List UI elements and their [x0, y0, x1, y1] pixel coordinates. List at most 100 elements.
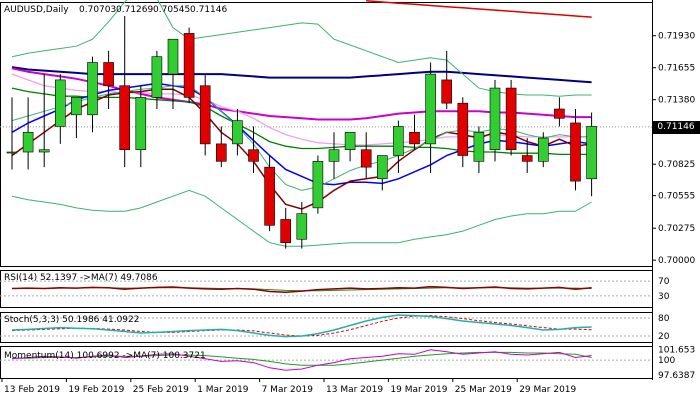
candle[interactable]	[87, 56, 98, 133]
date-tick-label: 13 Feb 2019	[4, 385, 60, 395]
date-tick-label: 13 Mar 2019	[326, 385, 383, 395]
candle-body-bull	[135, 97, 147, 151]
candle-body-bear	[570, 122, 581, 182]
ohlc-high: 0.71269	[116, 5, 153, 15]
candle-body-bear	[264, 166, 275, 226]
rsi-tick-label: 30	[658, 292, 670, 302]
candle[interactable]	[232, 108, 243, 156]
candle-body-bear	[280, 219, 292, 244]
candle[interactable]	[344, 131, 356, 162]
candle[interactable]	[71, 97, 82, 139]
candle[interactable]	[119, 15, 130, 168]
candle-body-bull	[425, 73, 436, 145]
candle[interactable]	[409, 114, 420, 150]
candle[interactable]	[360, 132, 372, 179]
momentum-line	[11, 349, 592, 371]
candle[interactable]	[248, 126, 259, 173]
candle-body-bull	[586, 126, 597, 180]
candle-body-bull	[344, 131, 356, 151]
candle[interactable]	[521, 138, 533, 173]
candle-body-bear	[248, 149, 259, 162]
candle-body-bear	[554, 108, 565, 119]
candle[interactable]	[296, 202, 308, 249]
price-tick-label: 0.70825	[658, 160, 695, 170]
candle-body-bull	[328, 149, 340, 162]
candle[interactable]	[473, 126, 485, 173]
candle[interactable]	[183, 27, 195, 104]
ohlc-values: 0.70703 0.71269 0.70545 0.71146	[79, 5, 227, 15]
candle[interactable]	[537, 132, 549, 168]
candle[interactable]	[425, 62, 436, 173]
date-tick-label: 1 Mar 2019	[197, 385, 249, 395]
candle[interactable]	[280, 207, 292, 249]
candle-body-bull	[54, 79, 66, 127]
candle[interactable]	[54, 74, 66, 144]
momentum-label: Momentum(14) 100.6992 ->MA(7) 100.3721	[4, 351, 206, 361]
momentum-tick-label: 100	[658, 356, 675, 366]
candle[interactable]	[586, 112, 597, 197]
candle-body-bull	[489, 87, 501, 151]
ohlc-low: 0.70545	[153, 5, 190, 15]
date-tick-label: 25 Mar 2019	[455, 385, 512, 395]
stoch-k-line	[11, 314, 592, 338]
indicator-lines	[11, 285, 592, 371]
momentum-ma-line	[12, 351, 592, 366]
grid-lines	[0, 126, 652, 361]
candles[interactable]	[6, 15, 597, 249]
candle[interactable]	[216, 126, 227, 168]
price-tick-label: 0.70000	[658, 256, 695, 266]
candle-body-bull	[232, 120, 243, 145]
price-tick-label: 0.70275	[658, 224, 695, 234]
candle[interactable]	[264, 155, 275, 232]
candle[interactable]	[312, 155, 324, 214]
chart-title: AUDUSD,Daily	[4, 5, 69, 15]
date-tick-label: 19 Feb 2019	[68, 385, 124, 395]
candle[interactable]	[393, 120, 404, 173]
candle-body-bull	[537, 137, 549, 162]
candle-body-bear	[119, 85, 130, 151]
current-price-label: 0.71146	[652, 121, 700, 134]
candle[interactable]	[457, 97, 469, 168]
candle[interactable]	[151, 50, 163, 109]
candle-body-bear	[199, 85, 211, 145]
candle-body-bull	[71, 97, 82, 116]
candle[interactable]	[6, 97, 18, 170]
candle[interactable]	[505, 79, 517, 156]
stoch-tick-label: 20	[658, 332, 670, 342]
stoch-tick-label: 80	[658, 314, 670, 324]
momentum-tick-label: 97.6387	[658, 371, 695, 381]
ohlc-close: 0.71146	[190, 5, 227, 15]
date-tick-label: 25 Feb 2019	[133, 385, 189, 395]
price-tick-label: 0.71380	[658, 96, 695, 106]
candle[interactable]	[441, 50, 453, 109]
date-tick-label: 7 Mar 2019	[262, 385, 314, 395]
price-tick-label: 0.70555	[658, 192, 695, 202]
pane-frames	[0, 0, 653, 380]
price-tick-label: 0.71930	[658, 32, 695, 42]
candle[interactable]	[328, 132, 340, 179]
candle[interactable]	[199, 74, 211, 156]
candle-body-bear	[505, 87, 517, 151]
candle-body-bull	[87, 62, 98, 116]
candle-body-bull	[167, 38, 179, 75]
candle-body-bull	[151, 56, 163, 98]
candle[interactable]	[554, 97, 565, 127]
candle[interactable]	[167, 38, 179, 109]
overlay-line-9	[366, 0, 592, 18]
candle-body-bear	[409, 131, 420, 145]
candle-body-bear	[441, 79, 453, 104]
candle[interactable]	[376, 155, 388, 191]
candle[interactable]	[38, 74, 50, 168]
candle[interactable]	[570, 108, 581, 191]
candle-body-bull	[393, 126, 404, 156]
candle[interactable]	[103, 50, 114, 109]
candle[interactable]	[22, 97, 34, 170]
axis-labels: 0.719300.716550.713800.711100.708250.705…	[1, 32, 695, 395]
candle-body-bull	[38, 149, 50, 153]
candle-body-bear	[457, 102, 469, 156]
candle-body-bull	[296, 213, 308, 240]
candle[interactable]	[135, 85, 147, 168]
candle[interactable]	[489, 79, 501, 162]
momentum-tick-label: 101.653	[658, 346, 695, 356]
